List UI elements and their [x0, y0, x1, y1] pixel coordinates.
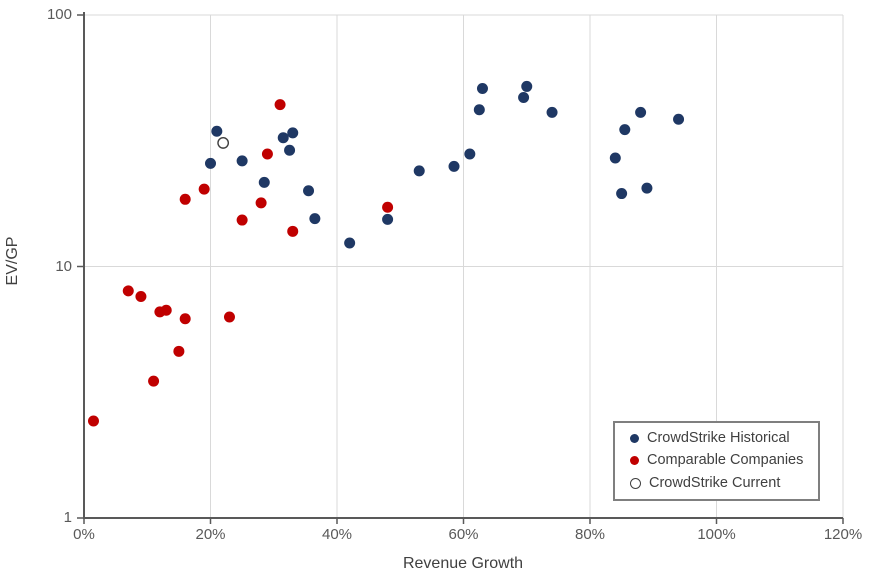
data-point-series-0 [518, 91, 530, 103]
legend-item-comparable-companies: Comparable Companies [630, 453, 818, 468]
data-point-series-1 [160, 304, 172, 316]
x-tick-label: 60% [448, 526, 479, 543]
data-point-series-0 [287, 127, 299, 139]
data-point-series-0 [413, 165, 425, 177]
open-circle-icon [630, 478, 641, 490]
data-point-series-1 [261, 148, 273, 160]
legend-label: CrowdStrike Current [649, 475, 781, 492]
x-tick-label: 40% [321, 526, 353, 543]
x-tick-label: 0% [73, 526, 95, 543]
x-tick-label: 80% [574, 526, 606, 543]
data-point-series-0 [476, 83, 488, 95]
data-point-series-1 [87, 415, 99, 427]
data-point-series-0 [309, 213, 321, 225]
data-point-series-0 [546, 106, 558, 118]
x-tick-label: 120% [823, 526, 863, 543]
data-point-series-1 [179, 193, 191, 205]
y-axis-title: EV/GP [4, 236, 21, 286]
data-point-series-0 [344, 237, 356, 249]
data-point-series-1 [255, 197, 267, 209]
data-point-series-0 [284, 144, 296, 156]
data-point-series-0 [609, 152, 621, 164]
data-point-series-0 [277, 132, 289, 144]
data-point-series-0 [619, 124, 631, 136]
filled-circle-icon [630, 433, 639, 443]
data-point-series-1 [148, 375, 160, 387]
data-point-series-0 [211, 125, 223, 137]
data-point-series-0 [641, 182, 653, 194]
x-tick-label: 20% [195, 526, 226, 543]
data-point-series-1 [198, 183, 210, 195]
data-point-series-0 [236, 155, 248, 167]
data-point-series-1 [122, 285, 134, 297]
x-axis-title: Revenue Growth [402, 555, 524, 572]
data-point-series-1 [287, 225, 299, 237]
data-point-series-0 [673, 113, 685, 125]
y-tick-label: 100 [46, 6, 72, 23]
legend-label: Comparable Companies [647, 452, 804, 469]
y-tick-label: 10 [55, 257, 72, 275]
data-point-series-1 [236, 214, 248, 226]
data-point-series-1 [135, 290, 147, 302]
data-point-series-2 [217, 137, 230, 149]
filled-circle-icon [630, 456, 639, 466]
legend-item-crowdstrike-historical: CrowdStrike Historical [630, 429, 818, 446]
data-point-series-1 [179, 313, 191, 325]
data-point-series-0 [616, 188, 628, 200]
legend-label: CrowdStrike Historical [647, 429, 790, 446]
data-point-series-1 [274, 99, 286, 111]
data-point-series-0 [473, 104, 485, 116]
data-point-series-1 [223, 311, 235, 323]
data-point-series-1 [382, 201, 394, 213]
data-point-series-0 [635, 106, 647, 118]
data-point-series-1 [173, 345, 185, 357]
data-point-series-0 [258, 176, 270, 188]
data-point-series-0 [464, 148, 476, 160]
data-point-series-0 [303, 185, 315, 197]
data-point-series-0 [205, 157, 216, 169]
x-tick-label: 100% [697, 526, 736, 543]
data-point-series-0 [382, 213, 394, 225]
data-point-series-0 [448, 160, 460, 172]
y-tick-label: 1 [63, 509, 72, 526]
legend-item-crowdstrike-current: CrowdStrike Current [630, 476, 818, 491]
chart-legend: CrowdStrike Historical Comparable Compan… [613, 421, 820, 501]
data-point-series-0 [521, 80, 533, 92]
